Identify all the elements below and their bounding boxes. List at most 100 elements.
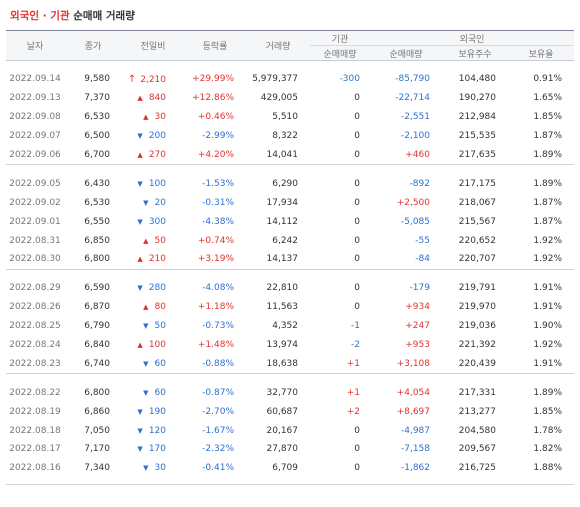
cell-institution-net: 0 [354,463,360,474]
cell-foreign-net: -179 [409,283,430,294]
cell-foreign-net: -22,714 [395,93,430,104]
cell-date: 2022.09.06 [9,150,61,160]
cell-hold-ratio: 1.90% [533,321,562,332]
cell-change: ▼ 60 [122,383,184,402]
cell-change: ▲ 210 [122,250,184,269]
cell-rate: -0.88% [202,358,234,369]
cell-close: 7,340 [84,463,110,474]
cell-date: 2022.08.23 [9,358,61,369]
cell-holdings: 190,270 [458,93,496,104]
cell-rate: -2.32% [202,444,234,455]
down-triangle-icon: ▼ [137,445,143,454]
change-value: 100 [148,340,166,351]
cell-rate: -2.70% [202,406,234,417]
cell-change: ▲ 50 [122,231,184,250]
table-row: 2022.09.07 6,500 ▼ 200 -2.99% 8,322 0 -2,100 215… [6,127,574,146]
cell-close: 6,860 [84,406,110,417]
up-triangle-icon: ▲ [137,255,143,264]
cell-institution-net: +1 [346,358,360,369]
cell-change: ▼ 60 [122,354,184,373]
cell-volume: 429,005 [260,93,298,104]
cell-close: 7,370 [84,93,110,104]
cell-rate: +0.46% [197,112,234,123]
up-triangle-icon: ▲ [143,236,149,245]
cell-change: ▼ 100 [122,174,184,193]
table-row: 2022.09.13 7,370 ▲ 840 +12.86% 429,005 0 -22,71… [6,89,574,108]
cell-holdings: 219,791 [458,283,496,294]
cell-date: 2022.08.24 [9,340,61,351]
cell-volume: 27,870 [266,444,299,455]
cell-holdings: 212,984 [458,112,496,123]
row-spacer [6,61,574,71]
cell-volume: 8,322 [272,131,298,142]
cell-hold-ratio: 1.89% [533,150,562,160]
up-triangle-icon: ▲ [143,303,149,312]
change-value: 2,210 [140,74,166,85]
header-foreign-group: 외국인 [370,30,574,46]
cell-date: 2022.08.29 [9,283,61,294]
cell-rate: +1.48% [197,340,234,351]
header-institution-group: 기관 [310,30,370,46]
cell-foreign-net: -2,551 [400,112,430,123]
cell-hold-ratio: 1.92% [533,235,562,246]
cell-close: 6,800 [84,254,110,265]
cell-rate: -2.99% [202,131,234,142]
cell-rate: +1.18% [197,302,234,313]
cell-volume: 6,290 [272,178,298,189]
change-value: 300 [148,216,166,227]
cell-institution-net: 0 [354,197,360,208]
change-value: 280 [148,283,166,294]
header-institution-net: 순매매량 [310,45,370,61]
cell-volume: 17,934 [266,197,299,208]
separator-cell [6,268,574,279]
cell-volume: 4,352 [272,321,298,332]
table-body: 2022.09.14 9,580 ↑ 2,210 +29.99% 5,979,377 -30… [6,61,574,485]
cell-rate: -0.31% [202,197,234,208]
change-value: 210 [148,254,166,265]
cell-foreign-net: -4,987 [400,425,430,436]
table-row: 2022.08.30 6,800 ▲ 210 +3.19% 14,137 0 -84 220,7… [6,250,574,269]
cell-holdings: 216,725 [458,463,496,474]
cell-foreign-net: +2,500 [396,197,430,208]
cell-volume: 20,167 [266,425,299,436]
cell-date: 2022.09.14 [9,74,61,85]
table-row: 2022.09.02 6,530 ▼ 20 -0.31% 17,934 0 +2,500 218… [6,193,574,212]
cell-close: 6,500 [84,131,110,142]
group-separator [6,373,574,384]
cell-rate: -0.41% [202,463,234,474]
cell-date: 2022.09.02 [9,197,61,208]
cell-hold-ratio: 1.92% [533,340,562,351]
cell-rate: +0.74% [197,235,234,246]
cell-date: 2022.08.30 [9,254,61,265]
cell-hold-ratio: 1.91% [533,358,562,369]
table-row: 2022.09.14 9,580 ↑ 2,210 +29.99% 5,979,377 -30… [6,70,574,89]
cell-change: ▼ 120 [122,421,184,440]
header-rate: 등락률 [184,30,246,61]
cell-institution-net: 0 [354,444,360,455]
cell-foreign-net: -1,862 [400,463,430,474]
cell-holdings: 213,277 [458,406,496,417]
cell-change: ↑ 2,210 [122,70,184,89]
table-row: 2022.08.31 6,850 ▲ 50 +0.74% 6,242 0 -55 220,652… [6,231,574,250]
cell-institution-net: 0 [354,112,360,123]
table-row: 2022.08.16 7,340 ▼ 30 -0.41% 6,709 0 -1,862 216,… [6,459,574,478]
cell-volume: 6,709 [272,463,298,474]
cell-rate: +29.99% [192,74,234,85]
cell-foreign-net: -2,100 [400,131,430,142]
cell-rate: -4.08% [202,283,234,294]
cell-date: 2022.08.31 [9,235,61,246]
down-triangle-icon: ▼ [137,217,143,226]
cell-hold-ratio: 1.87% [533,216,562,227]
cell-institution-net: 0 [354,216,360,227]
cell-date: 2022.09.07 [9,131,61,142]
down-triangle-icon: ▼ [137,407,143,416]
cell-holdings: 217,331 [458,387,496,398]
header-close: 종가 [64,30,122,61]
change-value: 270 [148,150,166,160]
change-value: 170 [148,444,166,455]
cell-foreign-net: +4,054 [396,387,430,398]
up-triangle-icon: ▲ [143,113,149,122]
cell-volume: 14,137 [266,254,299,265]
change-value: 190 [148,406,166,417]
table-row: 2022.08.19 6,860 ▼ 190 -2.70% 60,687 +2 +8,697 2… [6,402,574,421]
